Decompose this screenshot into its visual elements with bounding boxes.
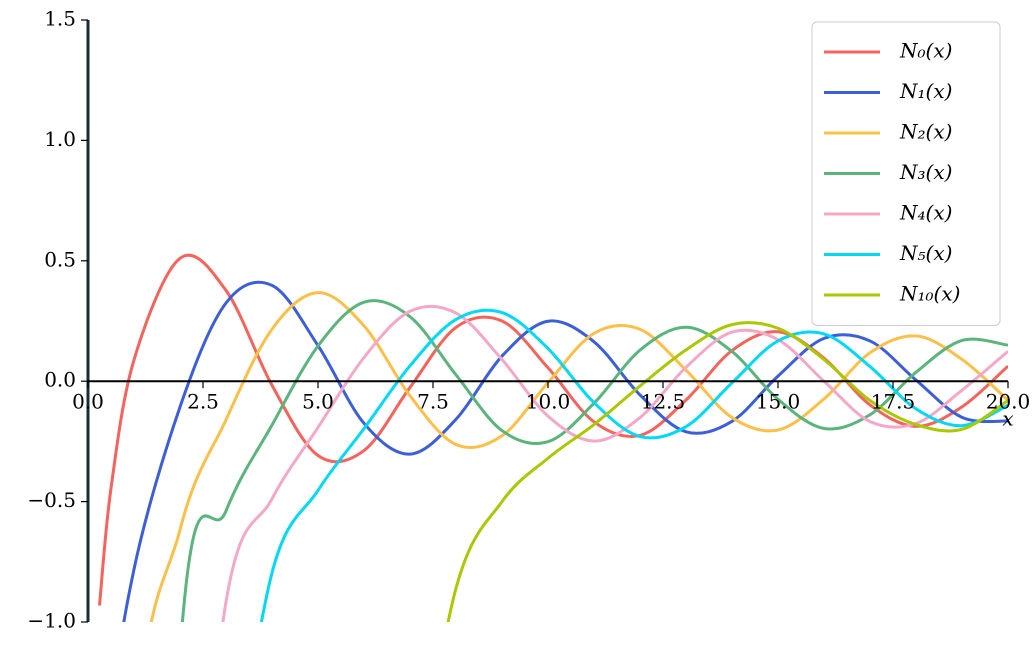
x-tick-label: 20.0 (986, 390, 1031, 414)
x-tick-label: 10.0 (526, 390, 571, 414)
legend-label: N₃(x) (899, 160, 952, 184)
y-tick-label: −1.0 (27, 609, 76, 633)
series-line (122, 280, 1008, 622)
y-tick-label: 0.0 (44, 368, 76, 392)
legend-label: N₁₀(x) (899, 282, 960, 306)
y-tick-label: 0.5 (44, 247, 76, 271)
series-line (446, 321, 1008, 622)
x-tick-label: 12.5 (641, 390, 686, 414)
x-tick-label: 2.5 (187, 390, 219, 414)
x-tick-label: 17.5 (871, 390, 916, 414)
series-line (149, 291, 1008, 622)
x-tick-label: 0.0 (72, 390, 104, 414)
series-line (259, 308, 1008, 622)
legend-box (811, 21, 1001, 326)
x-tick-label: 15.0 (756, 390, 801, 414)
plot-area (98, 253, 1008, 622)
y-tick-label: 1.5 (44, 7, 76, 31)
y-tick-label: −0.5 (27, 488, 76, 512)
x-tick-label: 5.0 (302, 390, 334, 414)
x-axis-label: x (1002, 407, 1013, 431)
legend-label: N₀(x) (899, 39, 952, 63)
series-line (221, 304, 1008, 622)
x-tick-label: 7.5 (417, 390, 449, 414)
y-tick-label: 1.0 (44, 127, 76, 151)
legend-label: N₅(x) (899, 241, 952, 265)
legend-label: N₂(x) (899, 120, 952, 144)
series-line (180, 299, 1008, 622)
legend-label: N₄(x) (899, 201, 952, 225)
legend-label: N₁(x) (899, 79, 952, 103)
